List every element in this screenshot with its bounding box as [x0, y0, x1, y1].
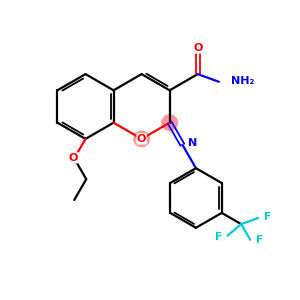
Text: F: F [256, 235, 263, 245]
Text: O: O [194, 43, 203, 53]
Circle shape [134, 131, 149, 147]
Text: O: O [69, 153, 78, 163]
Circle shape [162, 115, 178, 130]
Text: F: F [215, 232, 222, 242]
Text: NH₂: NH₂ [232, 76, 255, 85]
Text: F: F [263, 212, 271, 222]
Text: O: O [137, 134, 146, 144]
Text: N: N [188, 138, 197, 148]
